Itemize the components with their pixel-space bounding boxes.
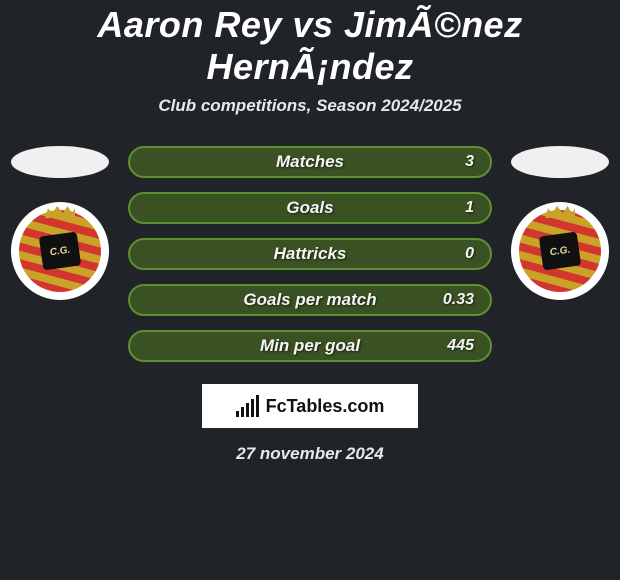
source-logo-text: FcTables.com [266, 396, 385, 417]
club-badge-left: C.G. [11, 202, 109, 300]
stat-bar-min-per-goal: Min per goal 445 [128, 330, 492, 362]
stat-value: 3 [465, 153, 474, 171]
subtitle: Club competitions, Season 2024/2025 [0, 96, 620, 116]
club-badge-center: C.G. [39, 232, 81, 271]
stat-label: Matches [276, 152, 344, 172]
stat-value: 0.33 [443, 291, 474, 309]
club-badge-crown-icon [45, 206, 75, 218]
source-logo: FcTables.com [202, 384, 418, 428]
stat-value: 445 [447, 337, 474, 355]
player-photo-placeholder-left [11, 146, 109, 178]
date-line: 27 november 2024 [0, 444, 620, 464]
club-badge-crown-icon [545, 206, 575, 218]
club-badge-right: C.G. [511, 202, 609, 300]
left-player-column: C.G. [10, 146, 110, 300]
comparison-card: Aaron Rey vs JimÃ©nez HernÃ¡ndez Club co… [0, 0, 620, 464]
stat-label: Goals per match [243, 290, 376, 310]
stat-label: Min per goal [260, 336, 360, 356]
stat-bar-matches: Matches 3 [128, 146, 492, 178]
stat-bar-hattricks: Hattricks 0 [128, 238, 492, 270]
stats-column: Matches 3 Goals 1 Hattricks 0 Goals per … [110, 146, 510, 362]
bar-chart-icon [236, 395, 262, 417]
stat-bar-goals-per-match: Goals per match 0.33 [128, 284, 492, 316]
stat-label: Goals [286, 198, 333, 218]
stat-bar-goals: Goals 1 [128, 192, 492, 224]
player-photo-placeholder-right [511, 146, 609, 178]
main-row: C.G. Matches 3 Goals 1 Hattricks 0 Goals… [0, 146, 620, 362]
stat-value: 0 [465, 245, 474, 263]
page-title: Aaron Rey vs JimÃ©nez HernÃ¡ndez [0, 4, 620, 88]
stat-value: 1 [465, 199, 474, 217]
right-player-column: C.G. [510, 146, 610, 300]
stat-label: Hattricks [274, 244, 347, 264]
club-badge-center: C.G. [539, 232, 581, 271]
